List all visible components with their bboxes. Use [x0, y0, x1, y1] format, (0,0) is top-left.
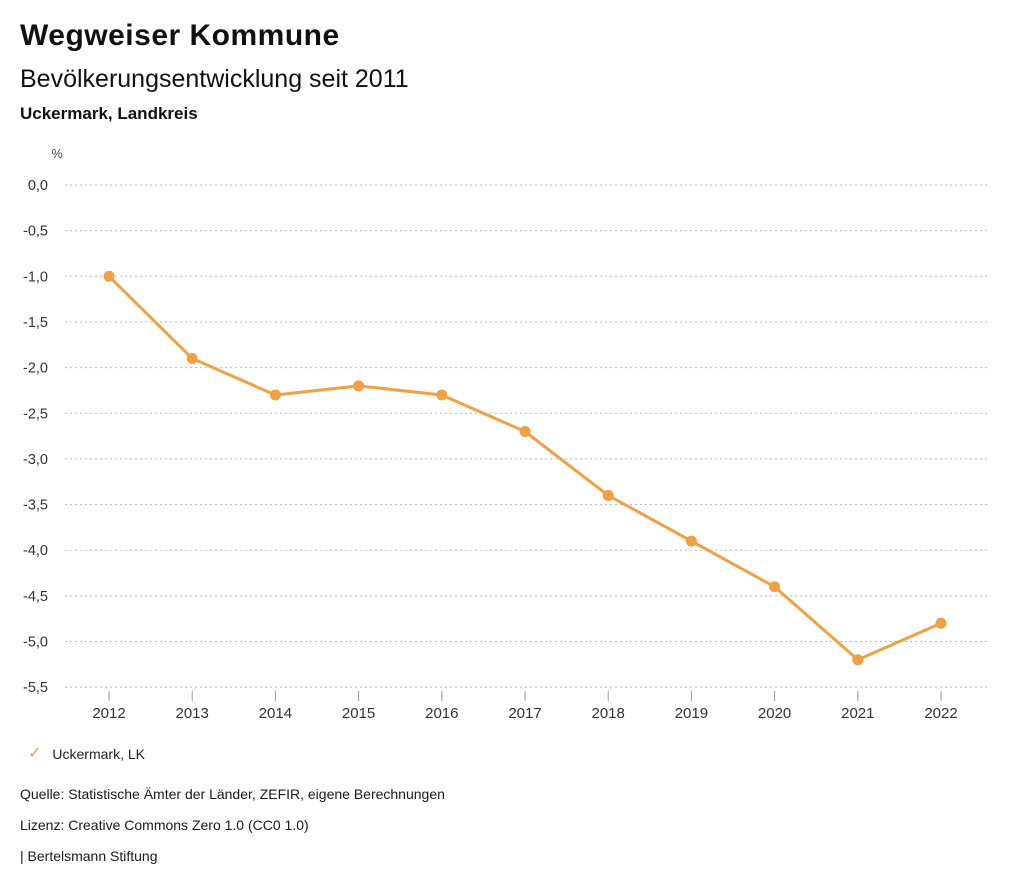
data-point[interactable] [935, 617, 947, 629]
y-tick-label: -2,5 [23, 406, 48, 422]
x-tick-label: 2014 [259, 705, 292, 722]
x-tick-label: 2021 [841, 705, 874, 722]
x-tick-label: 2022 [924, 705, 957, 722]
app-title: Wegweiser Kommune [20, 19, 340, 52]
x-tick-label: 2019 [675, 705, 708, 722]
x-tick-label: 2018 [592, 705, 625, 722]
x-tick-label: 2012 [92, 705, 125, 722]
data-point[interactable] [769, 581, 781, 593]
x-tick-label: 2013 [176, 705, 209, 722]
y-tick-label: -3,0 [23, 452, 48, 468]
y-axis-unit-label: % [51, 147, 62, 161]
y-tick-label: -2,0 [23, 361, 48, 377]
chart-title: Bevölkerungsentwicklung seit 2011 [20, 65, 409, 93]
y-tick-label: -5,5 [23, 680, 48, 696]
y-tick-label: -0,5 [23, 224, 48, 240]
x-tick-label: 2020 [758, 705, 791, 722]
data-point[interactable] [519, 426, 531, 438]
data-point[interactable] [852, 654, 864, 666]
y-tick-label: 0,0 [28, 178, 48, 194]
x-tick-label: 2016 [425, 705, 458, 722]
y-tick-label: -5,0 [23, 635, 48, 651]
y-tick-label: -4,5 [23, 589, 48, 605]
legend-item-uckermark[interactable]: ✓ Uckermark, LK [28, 745, 145, 763]
y-tick-label: -3,5 [23, 498, 48, 514]
population-line-chart: % 0,0 -0,5 -1,0 -1,5 -2,0 -2,5 -3,0 -3,5 -4,0 -4,5… [23, 147, 990, 722]
data-point[interactable] [353, 380, 365, 392]
legend-label: Uckermark, LK [52, 746, 145, 762]
data-point[interactable] [269, 389, 281, 401]
attribution-text: | Bertelsmann Stiftung [20, 848, 158, 864]
series-line [107, 274, 943, 662]
region-label: Uckermark, Landkreis [20, 104, 198, 123]
data-point[interactable] [103, 270, 115, 282]
data-point[interactable] [602, 489, 614, 501]
x-tick-label: 2015 [342, 705, 375, 722]
data-point[interactable] [186, 352, 198, 364]
y-tick-label: -1,0 [23, 269, 48, 285]
source-text: Quelle: Statistische Ämter der Länder, Z… [20, 786, 445, 802]
license-text: Lizenz: Creative Commons Zero 1.0 (CC0 1… [20, 817, 309, 833]
y-tick-label: -4,0 [23, 543, 48, 559]
x-tick-label: 2017 [508, 705, 541, 722]
data-point[interactable] [436, 389, 448, 401]
data-point[interactable] [685, 535, 697, 547]
y-tick-label: -1,5 [23, 315, 48, 331]
check-icon: ✓ [28, 745, 42, 762]
